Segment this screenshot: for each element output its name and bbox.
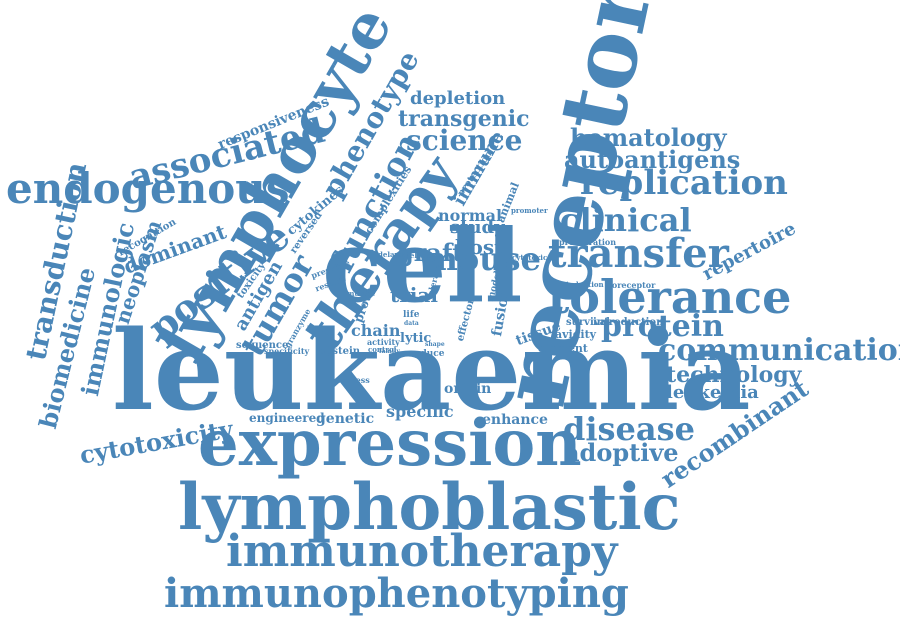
word-technology: technology	[666, 362, 802, 388]
word-hematology: hematology	[570, 123, 727, 152]
word-coreceptor: coreceptor	[607, 280, 656, 290]
word-induction: induction	[566, 280, 604, 289]
word-reduce: reduce	[410, 349, 445, 359]
word-trial: trial	[390, 283, 438, 307]
word-lytic: lytic	[400, 331, 432, 346]
word-leukaemia: leukaemia	[112, 306, 751, 435]
word-activity: activity	[367, 337, 400, 347]
word-promoter: promoter	[511, 206, 548, 215]
word-immunotherapy: immunotherapy	[226, 526, 618, 577]
word-host: host	[455, 235, 504, 259]
word-origin: origin	[444, 381, 492, 397]
word-autoantigens: autoantigens	[564, 145, 741, 174]
word-proliferation: proliferation	[559, 237, 617, 247]
word-replication: replication	[580, 163, 788, 203]
word-epstein: epstein	[319, 346, 361, 357]
word-life: life	[403, 310, 420, 320]
word-avidity: avidity	[555, 328, 597, 341]
word-lymphoblastic: lymphoblastic	[178, 470, 681, 545]
word-family: family	[379, 348, 400, 355]
word-study: study	[450, 217, 505, 238]
word-specificity: specificity	[264, 346, 310, 356]
word-element: element	[538, 342, 588, 355]
word-express: express	[336, 375, 370, 385]
word-expression: expression	[198, 406, 582, 481]
word-disease: disease	[563, 410, 696, 448]
word-depletion: depletion	[410, 88, 506, 109]
word-graft: graft	[397, 238, 464, 267]
word-sequence: sequence	[236, 340, 289, 351]
word-cytotoxic: cytotoxic	[512, 253, 548, 262]
word-communication: communication	[658, 333, 900, 368]
word-adoptive: adoptive	[564, 438, 679, 467]
word-leukemia: leukemia	[666, 382, 759, 403]
word-chain: chain	[351, 321, 401, 340]
word-shape: shape	[425, 341, 445, 348]
word-data: data	[404, 320, 419, 327]
word-immunophenotyping: immunophenotyping	[164, 570, 629, 617]
word-science: science	[406, 124, 523, 157]
word-enhance: enhance	[482, 412, 548, 428]
word-normal: normal	[438, 206, 503, 225]
word-delayed: delayed	[378, 250, 408, 259]
word-specific: specific	[386, 402, 454, 421]
word-tolerance: tolerance	[548, 270, 792, 324]
word-control: control	[368, 345, 397, 354]
word-genetic: genetic	[316, 411, 375, 427]
word-introduction: introduction	[593, 317, 664, 328]
word-protein: protein	[601, 309, 724, 344]
word-murine: murine	[347, 289, 376, 298]
word-transgenic: transgenic	[398, 106, 530, 132]
word-cell: cell	[322, 207, 523, 325]
word-clinical: clinical	[560, 201, 692, 239]
word-engineered: engineered	[249, 411, 325, 425]
word-mouse: mouse	[424, 240, 541, 278]
word-survival: survival	[566, 317, 610, 328]
word-transfer: transfer	[548, 230, 729, 277]
word-endogenous: endogenous	[6, 164, 290, 213]
word-deletion: deletion	[405, 251, 438, 260]
